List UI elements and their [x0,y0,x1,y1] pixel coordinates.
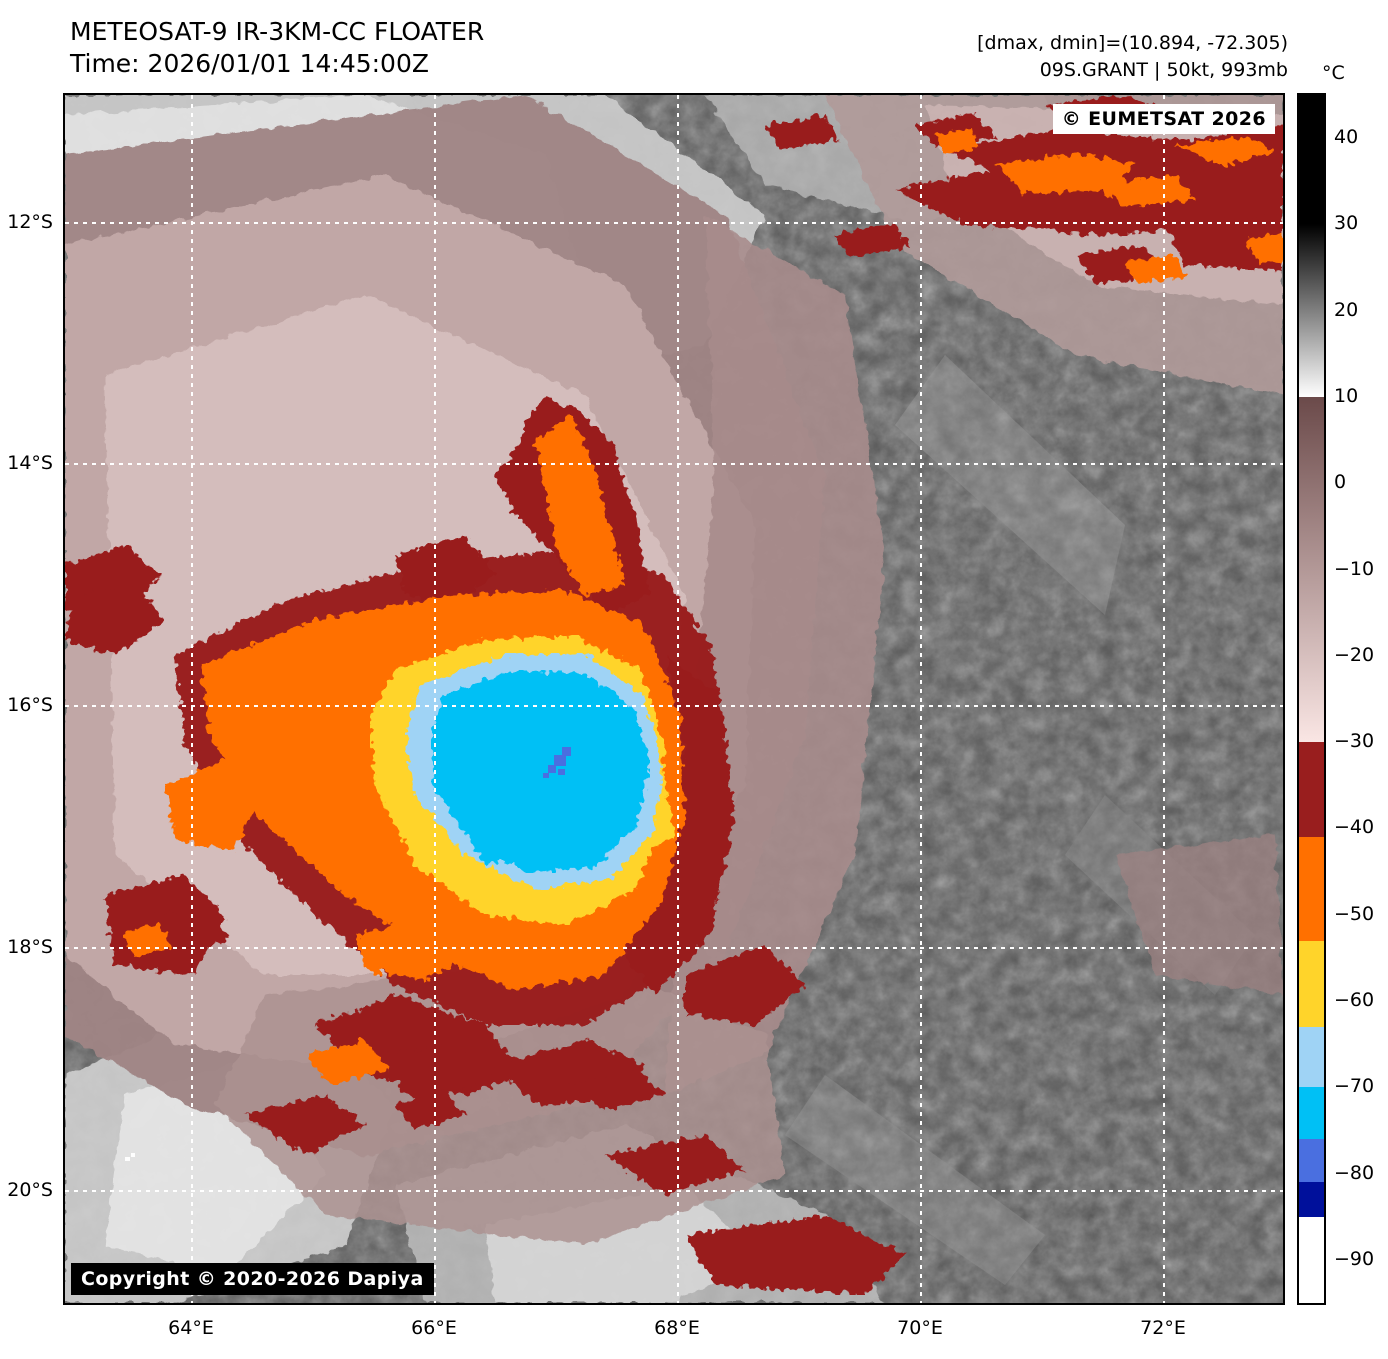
colorbar-tick--30: −30 [1334,730,1375,753]
colorbar-tick--20: −20 [1334,643,1375,666]
storm-info-label: 09S.GRANT | 50kt, 993mb [1039,59,1288,81]
colorbar-band-4 [1299,837,1324,941]
ytick-16s-text: 16°S [7,694,53,716]
colorbar-band-1 [1299,224,1324,397]
colorbar-band-2 [1299,397,1324,743]
colorbar-band-6 [1299,1026,1324,1088]
temperature-colorbar[interactable] [1297,93,1326,1305]
colorbar-band-10 [1299,1216,1324,1303]
xtick-68e: 68°E [654,1317,700,1339]
colorbar-band-5 [1299,940,1324,1027]
xtick-64e: 64°E [168,1317,214,1339]
copyright-watermark: Copyright © 2020-2026 Dapiya [71,1263,434,1295]
timestamp-label: Time: 2026/01/01 14:45:00Z [70,49,429,78]
colorbar-band-9 [1299,1182,1324,1217]
ytick-12s: 12°S [7,211,99,233]
colorbar-tick--50: −50 [1334,902,1375,925]
ytick-12s-text: 12°S [7,211,53,233]
colorbar-tick--10: −10 [1334,557,1375,580]
colorbar-unit-label: °C [1322,62,1345,84]
colorbar-tick-20: 20 [1334,298,1359,321]
colorbar-tick--80: −80 [1334,1161,1375,1184]
colorbar-tick--60: −60 [1334,989,1375,1011]
colorbar-band-8 [1299,1139,1324,1183]
satellite-image-plot[interactable]: © EUMETSAT 2026 Copyright © 2020-2026 Da… [63,93,1285,1305]
colorbar-tick--70: −70 [1334,1075,1375,1098]
colorbar-tick--90: −90 [1334,1247,1375,1270]
xtick-66e: 66°E [411,1317,457,1339]
ytick-18s: 18°S [7,936,99,958]
satellite-imagery [65,95,1283,1303]
page-title: METEOSAT-9 IR-3KM-CC FLOATER [70,17,485,46]
ytick-18s-text: 18°S [7,936,53,958]
colorbar-tick--40: −40 [1334,816,1375,839]
xtick-70e: 70°E [897,1317,943,1339]
metadata-block: [dmax, dmin]=(10.894, -72.305) 09S.GRANT… [977,30,1288,84]
xtick-72e: 72°E [1140,1317,1186,1339]
colorbar-tick-0: 0 [1334,471,1347,494]
colorbar-tick-30: 30 [1334,212,1359,235]
ytick-14s: 14°S [7,452,99,474]
ytick-16s: 16°S [7,694,99,716]
colorbar-band-0 [1299,95,1324,225]
colorbar-band-7 [1299,1087,1324,1140]
title-block: METEOSAT-9 IR-3KM-CC FLOATER Time: 2026/… [70,16,484,80]
dmax-dmin-label: [dmax, dmin]=(10.894, -72.305) [977,32,1288,54]
ytick-14s-text: 14°S [7,452,53,474]
ytick-20s: 20°S [7,1179,99,1201]
colorbar-band-3 [1299,742,1324,838]
eumetsat-watermark: © EUMETSAT 2026 [1052,104,1275,134]
colorbar-tick-10: 10 [1334,385,1359,407]
ytick-20s-text: 20°S [7,1179,53,1201]
colorbar-tick-40: 40 [1334,126,1359,149]
